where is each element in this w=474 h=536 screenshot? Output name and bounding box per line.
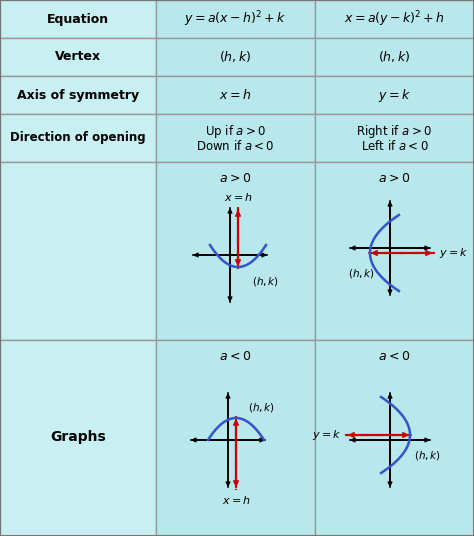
Bar — [315, 76, 474, 114]
Bar — [0, 0, 156, 38]
Bar — [156, 38, 315, 76]
Text: Direction of opening: Direction of opening — [10, 131, 146, 145]
Text: Right if $a>0$: Right if $a>0$ — [356, 123, 433, 140]
Bar — [315, 38, 474, 76]
Text: Down if $a<0$: Down if $a<0$ — [196, 139, 275, 153]
Text: $(h, k)$: $(h, k)$ — [219, 49, 252, 64]
Bar — [315, 340, 474, 536]
Text: $y=a(x-h)^2+k$: $y=a(x-h)^2+k$ — [184, 9, 287, 29]
Text: $y=k$: $y=k$ — [378, 86, 411, 103]
Text: $(h, k)$: $(h, k)$ — [348, 267, 375, 280]
Text: Equation: Equation — [47, 12, 109, 26]
Text: $a>0$: $a>0$ — [378, 172, 410, 184]
Bar — [0, 340, 156, 536]
Text: $y=k$: $y=k$ — [439, 246, 468, 260]
Text: $(h, k)$: $(h, k)$ — [252, 275, 279, 288]
Text: $x=h$: $x=h$ — [224, 191, 253, 203]
Bar — [156, 162, 315, 340]
Text: $a<0$: $a<0$ — [378, 349, 410, 362]
Bar — [0, 38, 156, 76]
Text: $x=a(y-k)^2+h$: $x=a(y-k)^2+h$ — [344, 9, 445, 29]
Text: $x=h$: $x=h$ — [219, 88, 252, 102]
Text: $x=h$: $x=h$ — [221, 494, 250, 506]
Text: $(h, k)$: $(h, k)$ — [414, 449, 441, 462]
Text: Graphs: Graphs — [50, 430, 106, 444]
Text: Left if $a<0$: Left if $a<0$ — [361, 139, 428, 153]
Text: Up if $a>0$: Up if $a>0$ — [205, 123, 266, 140]
Bar — [156, 340, 315, 536]
Bar — [0, 114, 156, 162]
Text: Axis of symmetry: Axis of symmetry — [17, 88, 139, 101]
Bar — [315, 0, 474, 38]
Text: $a>0$: $a>0$ — [219, 172, 252, 184]
Bar — [0, 76, 156, 114]
Text: $a<0$: $a<0$ — [219, 349, 252, 362]
Text: $y=k$: $y=k$ — [312, 428, 341, 442]
Text: Vertex: Vertex — [55, 50, 101, 63]
Text: $(h, k)$: $(h, k)$ — [378, 49, 410, 64]
Bar — [156, 114, 315, 162]
Bar — [315, 114, 474, 162]
Bar — [315, 162, 474, 340]
Text: $(h, k)$: $(h, k)$ — [248, 401, 275, 414]
Bar — [156, 0, 315, 38]
Bar — [156, 76, 315, 114]
Bar — [0, 162, 156, 340]
